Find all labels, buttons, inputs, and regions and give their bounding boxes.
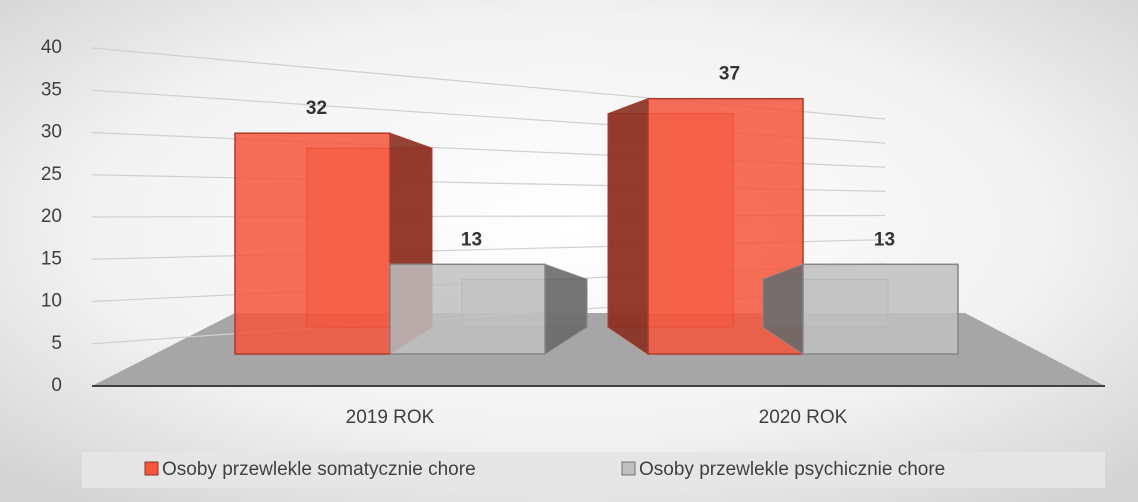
data-label: 13 bbox=[874, 229, 895, 250]
x-tick-label: 2019 ROK bbox=[346, 407, 435, 428]
bar-front bbox=[802, 263, 959, 355]
x-tick-label: 2020 ROK bbox=[759, 407, 848, 428]
y-tick-label: 5 bbox=[51, 333, 62, 354]
y-tick-label: 0 bbox=[51, 375, 62, 396]
bar-front bbox=[234, 132, 391, 355]
legend-label: Osoby przewlekle somatycznie chore bbox=[162, 459, 476, 480]
y-tick-label: 35 bbox=[41, 79, 62, 100]
legend-swatch bbox=[144, 461, 159, 476]
data-label: 13 bbox=[461, 229, 482, 250]
y-tick-label: 10 bbox=[41, 291, 62, 312]
legend bbox=[82, 452, 1105, 488]
y-tick-label: 15 bbox=[41, 248, 62, 269]
bar-front bbox=[389, 263, 546, 355]
y-tick-label: 30 bbox=[41, 122, 62, 143]
legend-swatch bbox=[621, 461, 636, 476]
legend-label: Osoby przewlekle psychicznie chore bbox=[639, 459, 945, 480]
data-label: 32 bbox=[306, 98, 327, 119]
data-label: 37 bbox=[719, 64, 740, 85]
y-tick-label: 40 bbox=[41, 37, 62, 58]
bar bbox=[389, 263, 588, 355]
bar-side bbox=[607, 97, 649, 355]
y-tick-label: 20 bbox=[41, 206, 62, 227]
bar bbox=[762, 263, 959, 355]
y-tick-label: 25 bbox=[41, 164, 62, 185]
